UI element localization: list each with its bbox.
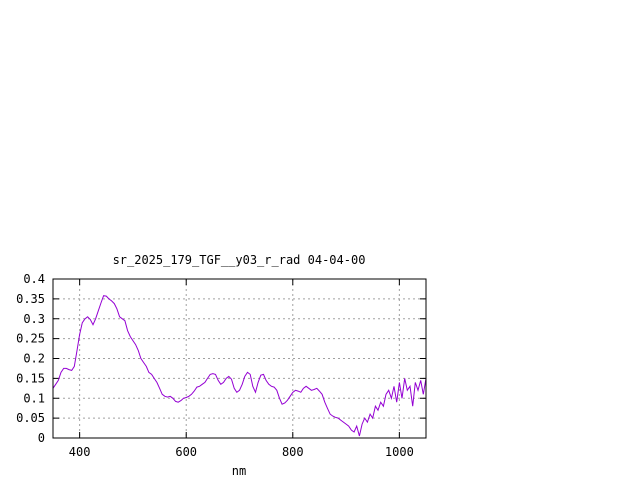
plot-frame bbox=[52, 278, 427, 439]
y-tick-label: 0.4 bbox=[23, 272, 45, 286]
x-tick-label: 600 bbox=[175, 445, 197, 459]
chart-title: sr_2025_179_TGF__y03_r_rad 04-04-00 bbox=[113, 253, 366, 267]
grid bbox=[53, 279, 426, 438]
x-tick-label: 400 bbox=[69, 445, 91, 459]
y-tick-label: 0.3 bbox=[23, 312, 45, 326]
y-tick-label: 0.35 bbox=[16, 292, 45, 306]
y-tick-label: 0.15 bbox=[16, 371, 45, 385]
series-group bbox=[52, 295, 427, 437]
y-axis: 0 0.05 0.1 0.15 0.2 0.25 0.3 0.35 0.4 bbox=[16, 272, 426, 445]
y-tick-label: 0.25 bbox=[16, 332, 45, 346]
y-tick-label: 0.2 bbox=[23, 352, 45, 366]
x-tick-label: 1000 bbox=[385, 445, 414, 459]
x-tick-label: 800 bbox=[282, 445, 304, 459]
y-tick-label: 0 bbox=[38, 431, 45, 445]
x-axis: 400 600 800 1000 bbox=[69, 279, 414, 459]
x-axis-label: nm bbox=[232, 464, 246, 478]
y-tick-label: 0.05 bbox=[16, 411, 45, 425]
y-tick-label: 0.1 bbox=[23, 391, 45, 405]
series-line-0 bbox=[52, 295, 427, 437]
